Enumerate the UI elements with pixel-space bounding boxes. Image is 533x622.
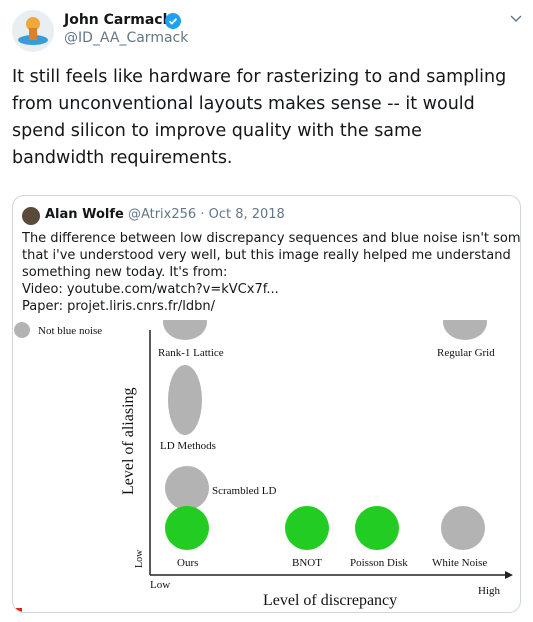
text-line: It still feels like hardware for rasteri… — [12, 67, 507, 87]
quote-header: Alan Wolfe @Atrix256 · Oct 8, 2018 — [45, 207, 285, 222]
y-low-label: Low — [134, 549, 145, 568]
point-label: Poisson Disk — [350, 557, 408, 569]
legend-dot — [14, 322, 30, 338]
text-line: bandwidth requirements. — [12, 148, 233, 168]
text-line: that i've understood very well, but this… — [22, 248, 511, 263]
point-label: Ours — [177, 557, 198, 569]
avatar-art — [18, 17, 48, 45]
point-label: Scrambled LD — [212, 485, 277, 497]
quote-author-handle: @Atrix256 — [127, 207, 197, 222]
text-line: Video: youtube.com/watch?v=kVCx7f... — [22, 282, 279, 297]
text-line: something new today. It's from: — [22, 265, 228, 280]
x-high-label: High — [478, 585, 501, 597]
point-label: White Noise — [432, 557, 487, 569]
author-handle[interactable]: @ID_AA_Carmack — [64, 30, 189, 46]
video-progress — [13, 608, 22, 612]
menu-chevron[interactable] — [510, 15, 522, 23]
text-line: spend silicon to improve quality with th… — [12, 121, 422, 141]
verified-badge — [165, 13, 181, 29]
point-label: Regular Grid — [437, 347, 495, 359]
quote-date: · Oct 8, 2018 — [200, 207, 285, 222]
point-label: Rank-1 Lattice — [158, 347, 224, 359]
point-label: BNOT — [292, 557, 322, 569]
legend-label: Not blue noise — [38, 325, 102, 337]
author-name[interactable]: John Carmack — [64, 12, 172, 28]
quote-author-name: Alan Wolfe — [45, 207, 124, 222]
x-axis-label: Level of discrepancy — [263, 592, 397, 609]
quote-avatar — [22, 207, 40, 225]
quote-card[interactable]: Alan Wolfe @Atrix256 · Oct 8, 2018 The d… — [12, 195, 521, 613]
text-line: The difference between low discrepancy s… — [22, 231, 521, 246]
quote-image: Not blue noise Rank-1 Lattice Regular Gr… — [13, 320, 520, 612]
point-label: LD Methods — [160, 440, 216, 452]
avatar[interactable] — [12, 10, 54, 52]
text-line: from unconventional layouts makes sense … — [12, 94, 475, 114]
y-axis-label: Level of aliasing — [120, 387, 137, 495]
text-line: Paper: projet.liris.cnrs.fr/ldbn/ — [22, 299, 215, 314]
x-low-label: Low — [150, 579, 170, 591]
tweet-text: It still feels like hardware for rasteri… — [12, 64, 506, 172]
quote-text: The difference between low discrepancy s… — [22, 230, 521, 315]
